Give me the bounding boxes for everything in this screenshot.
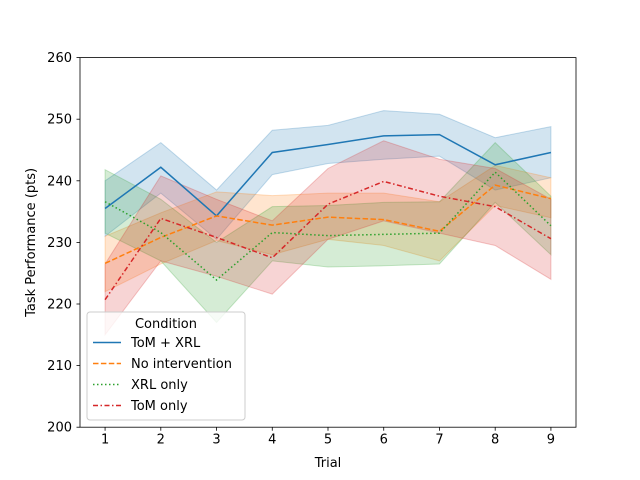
- legend-label-series-2: No intervention: [131, 357, 232, 372]
- legend: Condition ToM + XRL No intervention XRL on…: [86, 311, 246, 421]
- x-tick-label: 1: [101, 433, 109, 448]
- x-tick-label: 3: [212, 433, 220, 448]
- y-tick-label: 210: [47, 359, 72, 374]
- y-tick-label: 260: [47, 51, 72, 66]
- series-line-2: [104, 184, 552, 265]
- y-tick-label: 230: [47, 236, 72, 251]
- x-tick-label: 2: [157, 433, 165, 448]
- y-tick-label: 240: [47, 174, 72, 189]
- ci-band-series-2: [104, 164, 552, 293]
- ci-band-series-4: [104, 140, 552, 337]
- x-tick-label: 6: [380, 433, 388, 448]
- legend-title: Condition: [135, 317, 197, 332]
- legend-box: [86, 311, 246, 421]
- confidence-bands: [104, 110, 552, 337]
- x-axis-label: Trial: [314, 456, 342, 471]
- series-line-1: [104, 133, 552, 217]
- x-tick-label: 7: [435, 433, 443, 448]
- x-axis-ticks: 1 2 3 4 5 6 7 8 9: [101, 427, 555, 448]
- series-lines: [104, 133, 552, 301]
- y-tick-label: 200: [47, 421, 72, 436]
- x-tick-label: 8: [491, 433, 499, 448]
- y-tick-label: 250: [47, 113, 72, 128]
- x-tick-label: 9: [547, 433, 555, 448]
- x-tick-label: 4: [268, 433, 276, 448]
- ci-band-series-1: [104, 110, 552, 241]
- series-line-3: [104, 171, 552, 281]
- legend-label-series-1: ToM + XRL: [130, 336, 201, 351]
- y-axis-ticks: 200 210 220 230 240 250 260: [47, 51, 80, 436]
- x-tick-label: 5: [324, 433, 332, 448]
- y-tick-label: 220: [47, 298, 72, 313]
- series-line-4: [104, 180, 552, 301]
- y-axis-label: Task Performance (pts): [24, 168, 39, 318]
- legend-label-series-3: XRL only: [131, 378, 188, 393]
- legend-label-series-4: ToM only: [130, 399, 188, 414]
